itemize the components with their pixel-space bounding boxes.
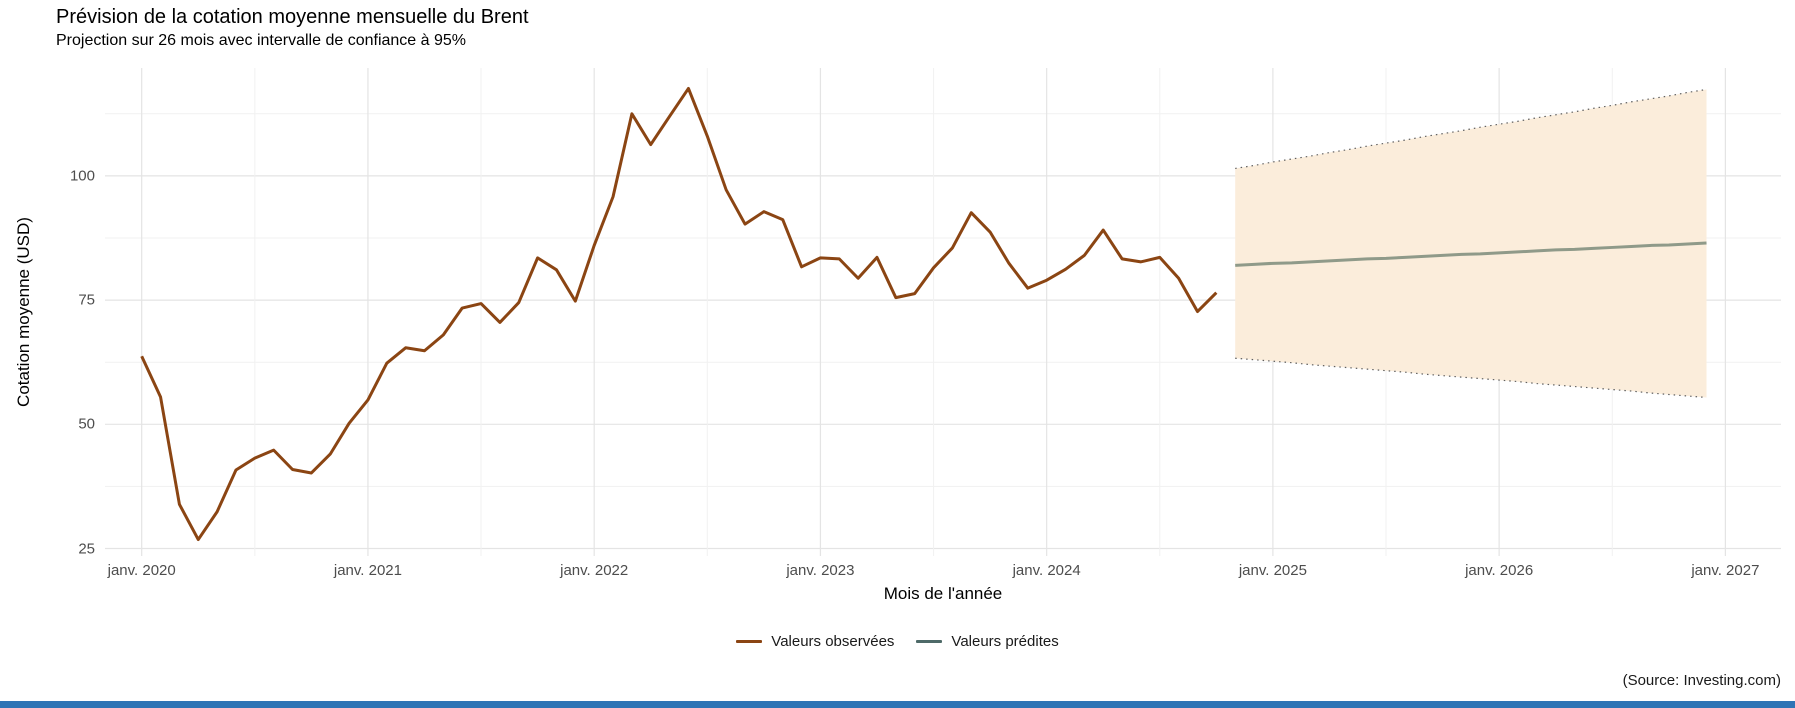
legend-line-swatch [736, 640, 763, 643]
brent-forecast-plot [105, 68, 1781, 556]
y-tick-label: 25 [78, 540, 95, 557]
x-tick-label: janv. 2021 [333, 562, 402, 579]
bottom-accent-bar [0, 701, 1795, 708]
legend-label: Valeurs observées [771, 633, 895, 650]
y-tick-label: 50 [78, 415, 95, 433]
legend-item: Valeurs prédites [916, 633, 1059, 650]
chart-legend: Valeurs observées Valeurs prédites [0, 633, 1795, 650]
x-tick-label: janv. 2020 [107, 562, 176, 579]
legend-line-swatch [916, 640, 943, 643]
x-tick-label: janv. 2025 [1238, 562, 1307, 579]
page-subtitle: Projection sur 26 mois avec intervalle d… [56, 32, 466, 49]
x-tick-label: janv. 2026 [1465, 562, 1534, 579]
x-axis-title: Mois de l'année [883, 584, 1003, 603]
x-tick-label: janv. 2023 [786, 562, 855, 579]
confidence-ribbon [1235, 89, 1707, 398]
legend-label: Valeurs prédites [951, 633, 1059, 650]
legend-item: Valeurs observées [736, 633, 894, 650]
observed-line [140, 86, 1218, 542]
source-caption: (Source: Investing.com) [1622, 672, 1781, 689]
y-tick-label: 100 [69, 167, 95, 185]
predicted-line [1235, 241, 1707, 267]
y-tick-label: 75 [78, 291, 95, 309]
page-title: Prévision de la cotation moyenne mensuel… [56, 6, 529, 28]
x-tick-label: janv. 2022 [560, 562, 629, 579]
x-tick-label: janv. 2027 [1691, 562, 1760, 579]
x-tick-label: janv. 2024 [1012, 562, 1081, 579]
y-axis-title: Cotation moyenne (USD) [14, 217, 33, 407]
